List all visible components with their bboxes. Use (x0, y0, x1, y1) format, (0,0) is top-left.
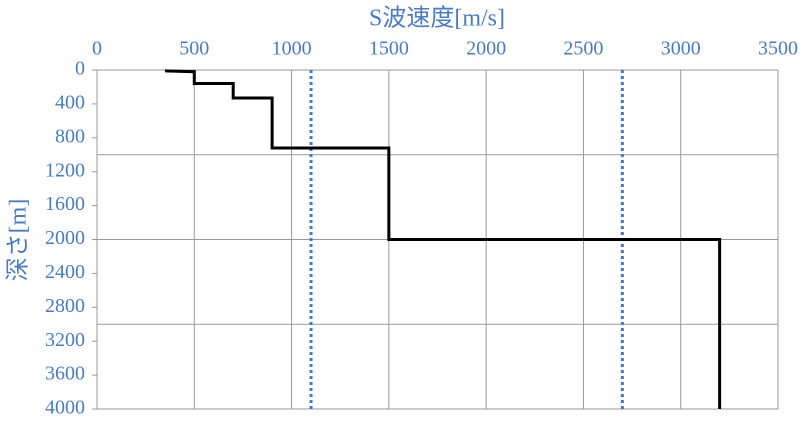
x-tick-label: 0 (92, 38, 102, 60)
y-tick-label: 2400 (45, 261, 85, 283)
x-tick-label: 3000 (661, 38, 701, 60)
y-tick-label: 0 (75, 58, 85, 80)
y-tick-label: 3600 (45, 363, 85, 385)
x-tick-label: 3500 (758, 38, 798, 60)
x-tick-label: 1500 (369, 38, 409, 60)
y-tick-label: 2800 (45, 295, 85, 317)
y-tick-label: 3200 (45, 329, 85, 351)
y-axis-label: 深さ[m] (5, 199, 32, 282)
x-tick-label: 2500 (563, 38, 603, 60)
x-tick-label: 2000 (466, 38, 506, 60)
line-series (165, 69, 722, 409)
x-tick-label: 500 (179, 38, 209, 60)
y-tick-label: 800 (55, 125, 85, 147)
x-tick-label: 1000 (272, 38, 312, 60)
y-tick-label: 2000 (45, 227, 85, 249)
y-tick-label: 400 (55, 91, 85, 113)
y-tick-label: 1200 (45, 159, 85, 181)
y-tick-label: 1600 (45, 193, 85, 215)
y-tick-label: 4000 (45, 397, 85, 419)
chart-title: S波速度[m/s] (369, 5, 505, 32)
